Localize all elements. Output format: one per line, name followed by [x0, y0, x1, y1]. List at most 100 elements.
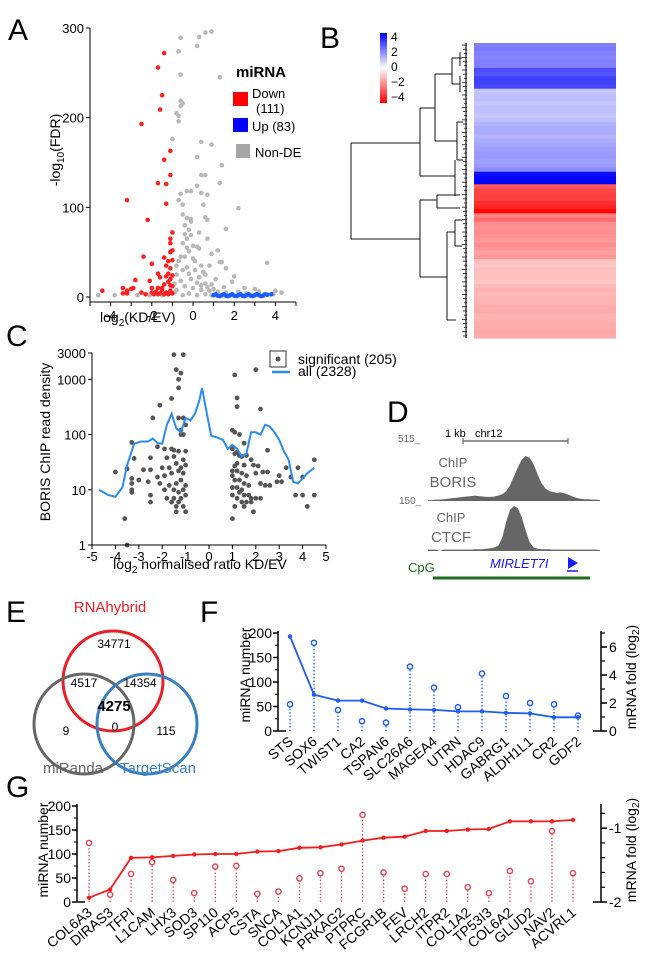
f-lollipop-head: [502, 692, 510, 700]
volcano-point-up: [213, 292, 218, 297]
boris-point: [283, 465, 289, 471]
volcano-point-down: [149, 261, 155, 267]
boris-point: [234, 395, 240, 401]
boris-points: [113, 352, 317, 548]
boris-point: [248, 457, 254, 463]
f-y2-tick-label: 6: [609, 639, 617, 655]
boris-point: [183, 509, 189, 515]
volcano-point-non-de: [194, 43, 200, 49]
g-y2label: mRNA fold (log2): [623, 798, 642, 902]
legend-all-label: all (2328): [298, 363, 356, 379]
heatmap-row: [474, 151, 616, 156]
heatmap-row: [474, 51, 616, 57]
boris-point: [157, 481, 163, 486]
volcano-point-up: [217, 293, 223, 299]
heatmap-row: [474, 304, 616, 310]
g-mirna-point: [255, 849, 260, 854]
heatmap-row: [474, 76, 616, 81]
boris-point: [178, 495, 184, 501]
heatmap-row: [474, 163, 616, 169]
volcano-point-non-de: [186, 248, 192, 254]
g-mirna-point: [528, 819, 534, 824]
boris-point: [171, 487, 177, 493]
volcano-point-non-de: [198, 287, 204, 293]
volcano-point-down: [139, 121, 144, 127]
volcano-x-tick-label: 2: [231, 308, 238, 323]
f-y-tick-label: 150: [249, 650, 273, 666]
volcano-point-non-de: [213, 276, 218, 282]
boris-point: [258, 495, 263, 501]
boris-point: [169, 499, 174, 505]
volcano-point-down: [151, 292, 157, 297]
boris-point: [162, 446, 167, 452]
heatmap-row: [474, 275, 616, 281]
f-mirna-point: [503, 710, 509, 716]
boris-point: [176, 468, 181, 474]
legend-label-nonde: Non-DE: [255, 145, 302, 160]
g-lollipop-head: [422, 870, 430, 878]
g-y-tick-label: 200: [48, 798, 72, 814]
volcano-point-non-de: [184, 245, 190, 250]
boris-point: [129, 440, 135, 445]
panel-a-volcano: 0 100 200 300 -4 -2 0 2 4 log2(KD/EV) -log10(FDR…: [47, 21, 302, 329]
volcano-point-non-de: [209, 251, 214, 257]
boris-x-tick-label: 0: [205, 549, 212, 564]
volcano-point-non-de: [188, 232, 194, 238]
g-mirna-point: [381, 835, 386, 840]
boris-point: [230, 516, 235, 522]
volcano-point-non-de: [219, 259, 225, 265]
heatmap-row: [474, 171, 616, 177]
boris-point: [244, 499, 249, 505]
f-mirna-point: [383, 706, 389, 711]
g-lollipop-head: [485, 889, 493, 897]
volcano-point-down: [165, 279, 171, 285]
colorbar-tick: 0: [391, 60, 398, 74]
g-mirna-point: [213, 851, 218, 857]
volcano-point-down: [155, 65, 161, 70]
legend-title: miRNA: [236, 64, 286, 81]
f-lollipop-head: [406, 663, 414, 670]
volcano-point-up: [242, 293, 247, 299]
boris-point: [265, 469, 270, 475]
heatmap-rows: [474, 43, 616, 339]
boris-point: [171, 447, 177, 453]
g-lollipop-head: [380, 869, 387, 876]
volcano-point-non-de: [192, 267, 198, 273]
boris-point: [183, 492, 189, 498]
volcano-point-down: [161, 292, 167, 297]
volcano-point-non-de: [182, 283, 188, 289]
venn-set-label-rnahybrid: RNAhybrid: [74, 599, 147, 616]
boris-point: [169, 470, 174, 476]
venn-set-label-targetscan: TargetScan: [120, 760, 196, 777]
boris-point: [131, 456, 137, 461]
g-mirna-point: [507, 819, 513, 824]
g-lollipop-head: [506, 867, 514, 875]
boris-point: [162, 487, 167, 493]
boris-point: [265, 447, 270, 453]
volcano-points: [95, 29, 284, 299]
volcano-point-non-de: [223, 226, 229, 232]
panel-e-venn: RNAhybrid miRanda TargetScan 34771 4517 …: [32, 599, 199, 777]
heatmap-row: [474, 130, 616, 136]
f-plot: 0501001502000246STSSOX6TWIST1CA2TSPAN6SL…: [249, 625, 617, 784]
f-lollipop-head: [454, 703, 462, 711]
boris-point: [166, 483, 172, 488]
boris-point: [304, 504, 310, 509]
volcano-point-down: [120, 285, 126, 291]
panel-label-g: G: [6, 771, 29, 804]
g-lollipop-head: [211, 863, 219, 870]
volcano-point-non-de: [176, 258, 181, 264]
f-lollipop-head: [334, 706, 342, 714]
volcano-point-non-de: [180, 292, 185, 298]
boris-point: [258, 481, 263, 486]
f-y2label: mRNA fold (log2): [623, 625, 642, 729]
volcano-point-down: [170, 291, 175, 296]
volcano-x-tick-label: -4: [105, 308, 117, 323]
volcano-point-down: [147, 278, 153, 284]
volcano-point-down: [161, 157, 167, 163]
boris-point: [234, 404, 240, 410]
panel-d-genome-track: 515_ 1 kb chr12 ChIP BORIS 150_ ChIP CTC…: [398, 428, 600, 580]
volcano-point-non-de: [201, 202, 206, 207]
boris-point: [234, 468, 240, 474]
g-mirna-point: [318, 845, 323, 850]
